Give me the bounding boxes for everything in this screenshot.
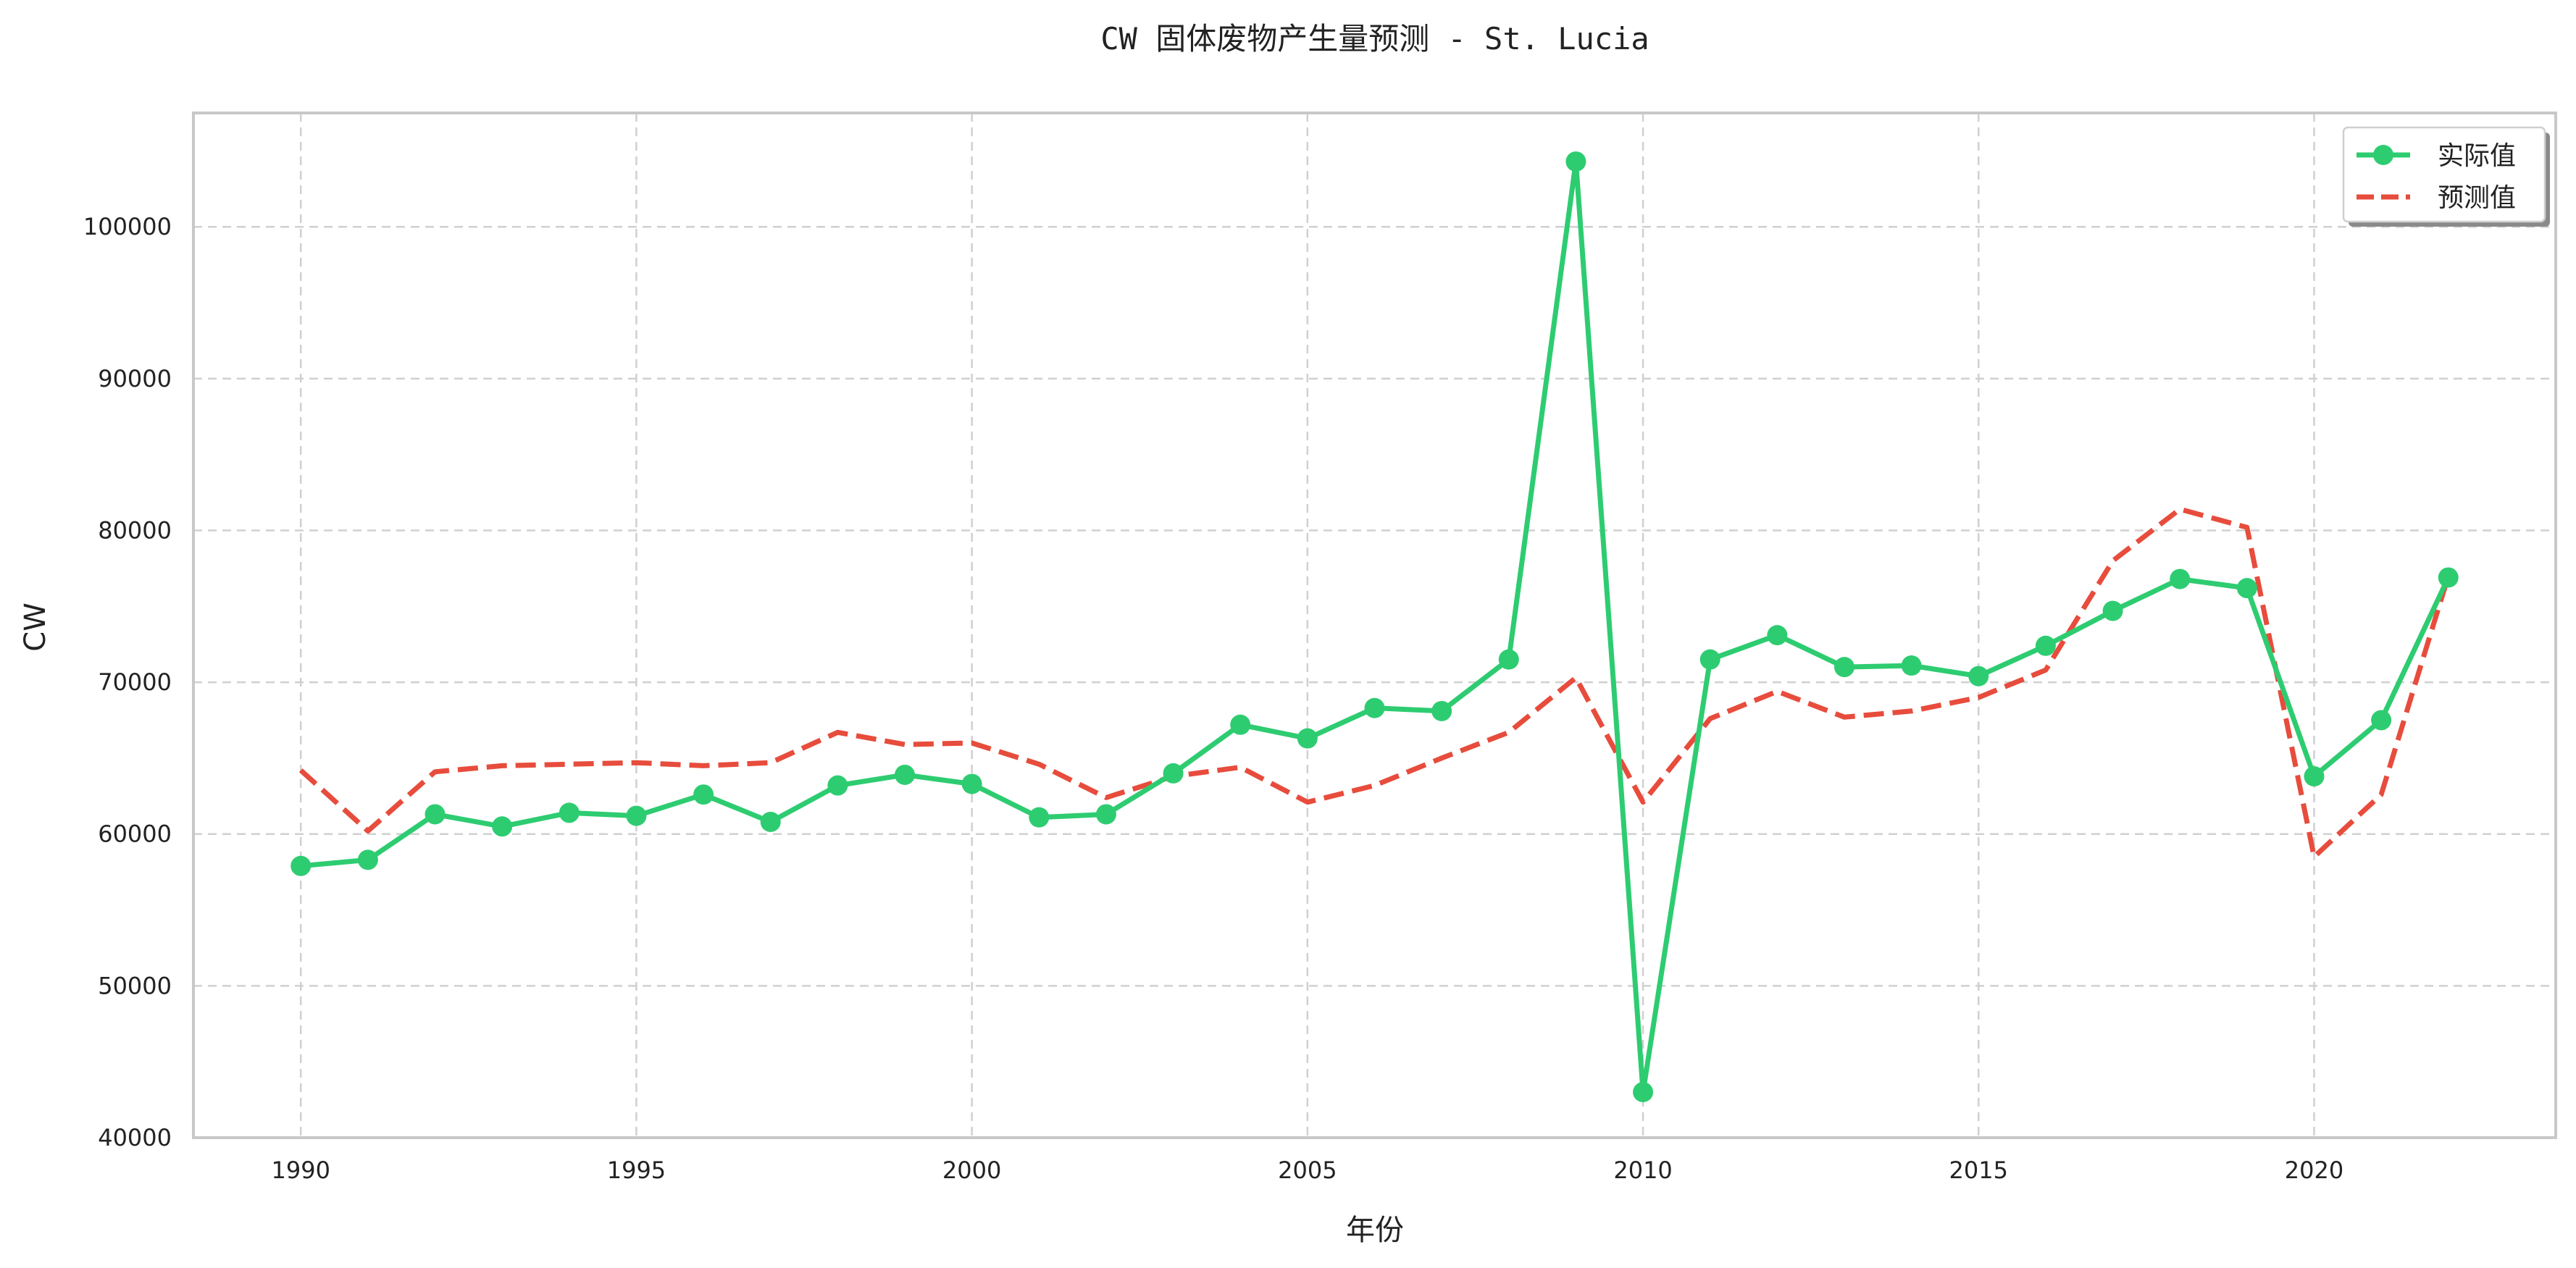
actual-data-point (1364, 697, 1385, 718)
actual-data-point (2035, 635, 2056, 656)
actual-data-point (425, 804, 446, 825)
actual-data-point (961, 773, 982, 794)
forecast-series-line (298, 506, 2451, 860)
actual-data-point (1901, 655, 1922, 676)
actual-data-point (1431, 700, 1452, 721)
x-tick-label: 2000 (942, 1156, 1001, 1184)
x-tick-label: 1990 (272, 1156, 330, 1184)
actual-data-point (2371, 710, 2392, 731)
actual-data-point (895, 764, 916, 785)
actual-data-point (693, 784, 714, 805)
y-tick-label: 50000 (98, 972, 172, 999)
actual-data-point (1565, 151, 1586, 172)
actual-data-point (1029, 807, 1050, 828)
chart-title: CW 固体废物产生量预测 - St. Lucia (1100, 21, 1649, 56)
legend-forecast-label: 预测值 (2438, 183, 2516, 213)
y-axis-label: CW (19, 602, 52, 651)
y-tick-label: 60000 (98, 820, 172, 848)
actual-data-point (1230, 714, 1251, 735)
y-tick-label: 70000 (98, 668, 172, 696)
actual-series-line (300, 159, 2451, 1095)
actual-data-point (2438, 567, 2459, 588)
actual-data-point (2170, 568, 2191, 589)
plot-frame (192, 112, 2557, 1139)
actual-data-point (1968, 666, 1989, 687)
actual-data-point (626, 805, 647, 826)
actual-data-point (492, 816, 513, 837)
x-axis-label: 年份 (1346, 1214, 1404, 1247)
y-tick-label: 90000 (98, 365, 172, 392)
x-tick-label: 2010 (1613, 1156, 1672, 1184)
actual-data-point (1297, 728, 1318, 749)
x-tick-label: 2015 (1949, 1156, 2008, 1184)
actual-data-point (827, 775, 848, 796)
actual-data-point (1767, 625, 1788, 646)
actual-data-point (2102, 600, 2123, 621)
actual-data-point (1699, 649, 1720, 670)
grid-lines (193, 113, 2556, 1139)
x-tick-label: 1995 (607, 1156, 666, 1184)
x-tick-label: 2020 (2285, 1156, 2343, 1184)
actual-data-point (2236, 578, 2257, 599)
actual-data-point (1095, 804, 1116, 825)
legend-actual-marker (2373, 145, 2393, 165)
actual-data-point (357, 849, 378, 870)
actual-data-point (1163, 763, 1184, 784)
x-tick-label: 2005 (1278, 1156, 1337, 1184)
legend-actual-label: 实际值 (2438, 141, 2516, 171)
actual-data-point (760, 811, 781, 832)
actual-data-point (1498, 649, 1519, 670)
y-tick-label: 100000 (83, 213, 172, 240)
y-tick-label: 80000 (98, 516, 172, 544)
actual-data-point (1833, 657, 1854, 678)
actual-data-point (290, 855, 311, 876)
actual-data-point (2304, 766, 2325, 787)
tick-labels: 1990 1995 2000 2005 2010 2015 2020 40000 50000 60… (83, 213, 2343, 1184)
y-tick-label: 40000 (98, 1124, 172, 1151)
actual-data-point (559, 802, 580, 823)
series-layer (290, 151, 2459, 1103)
actual-data-point (1633, 1082, 1654, 1103)
